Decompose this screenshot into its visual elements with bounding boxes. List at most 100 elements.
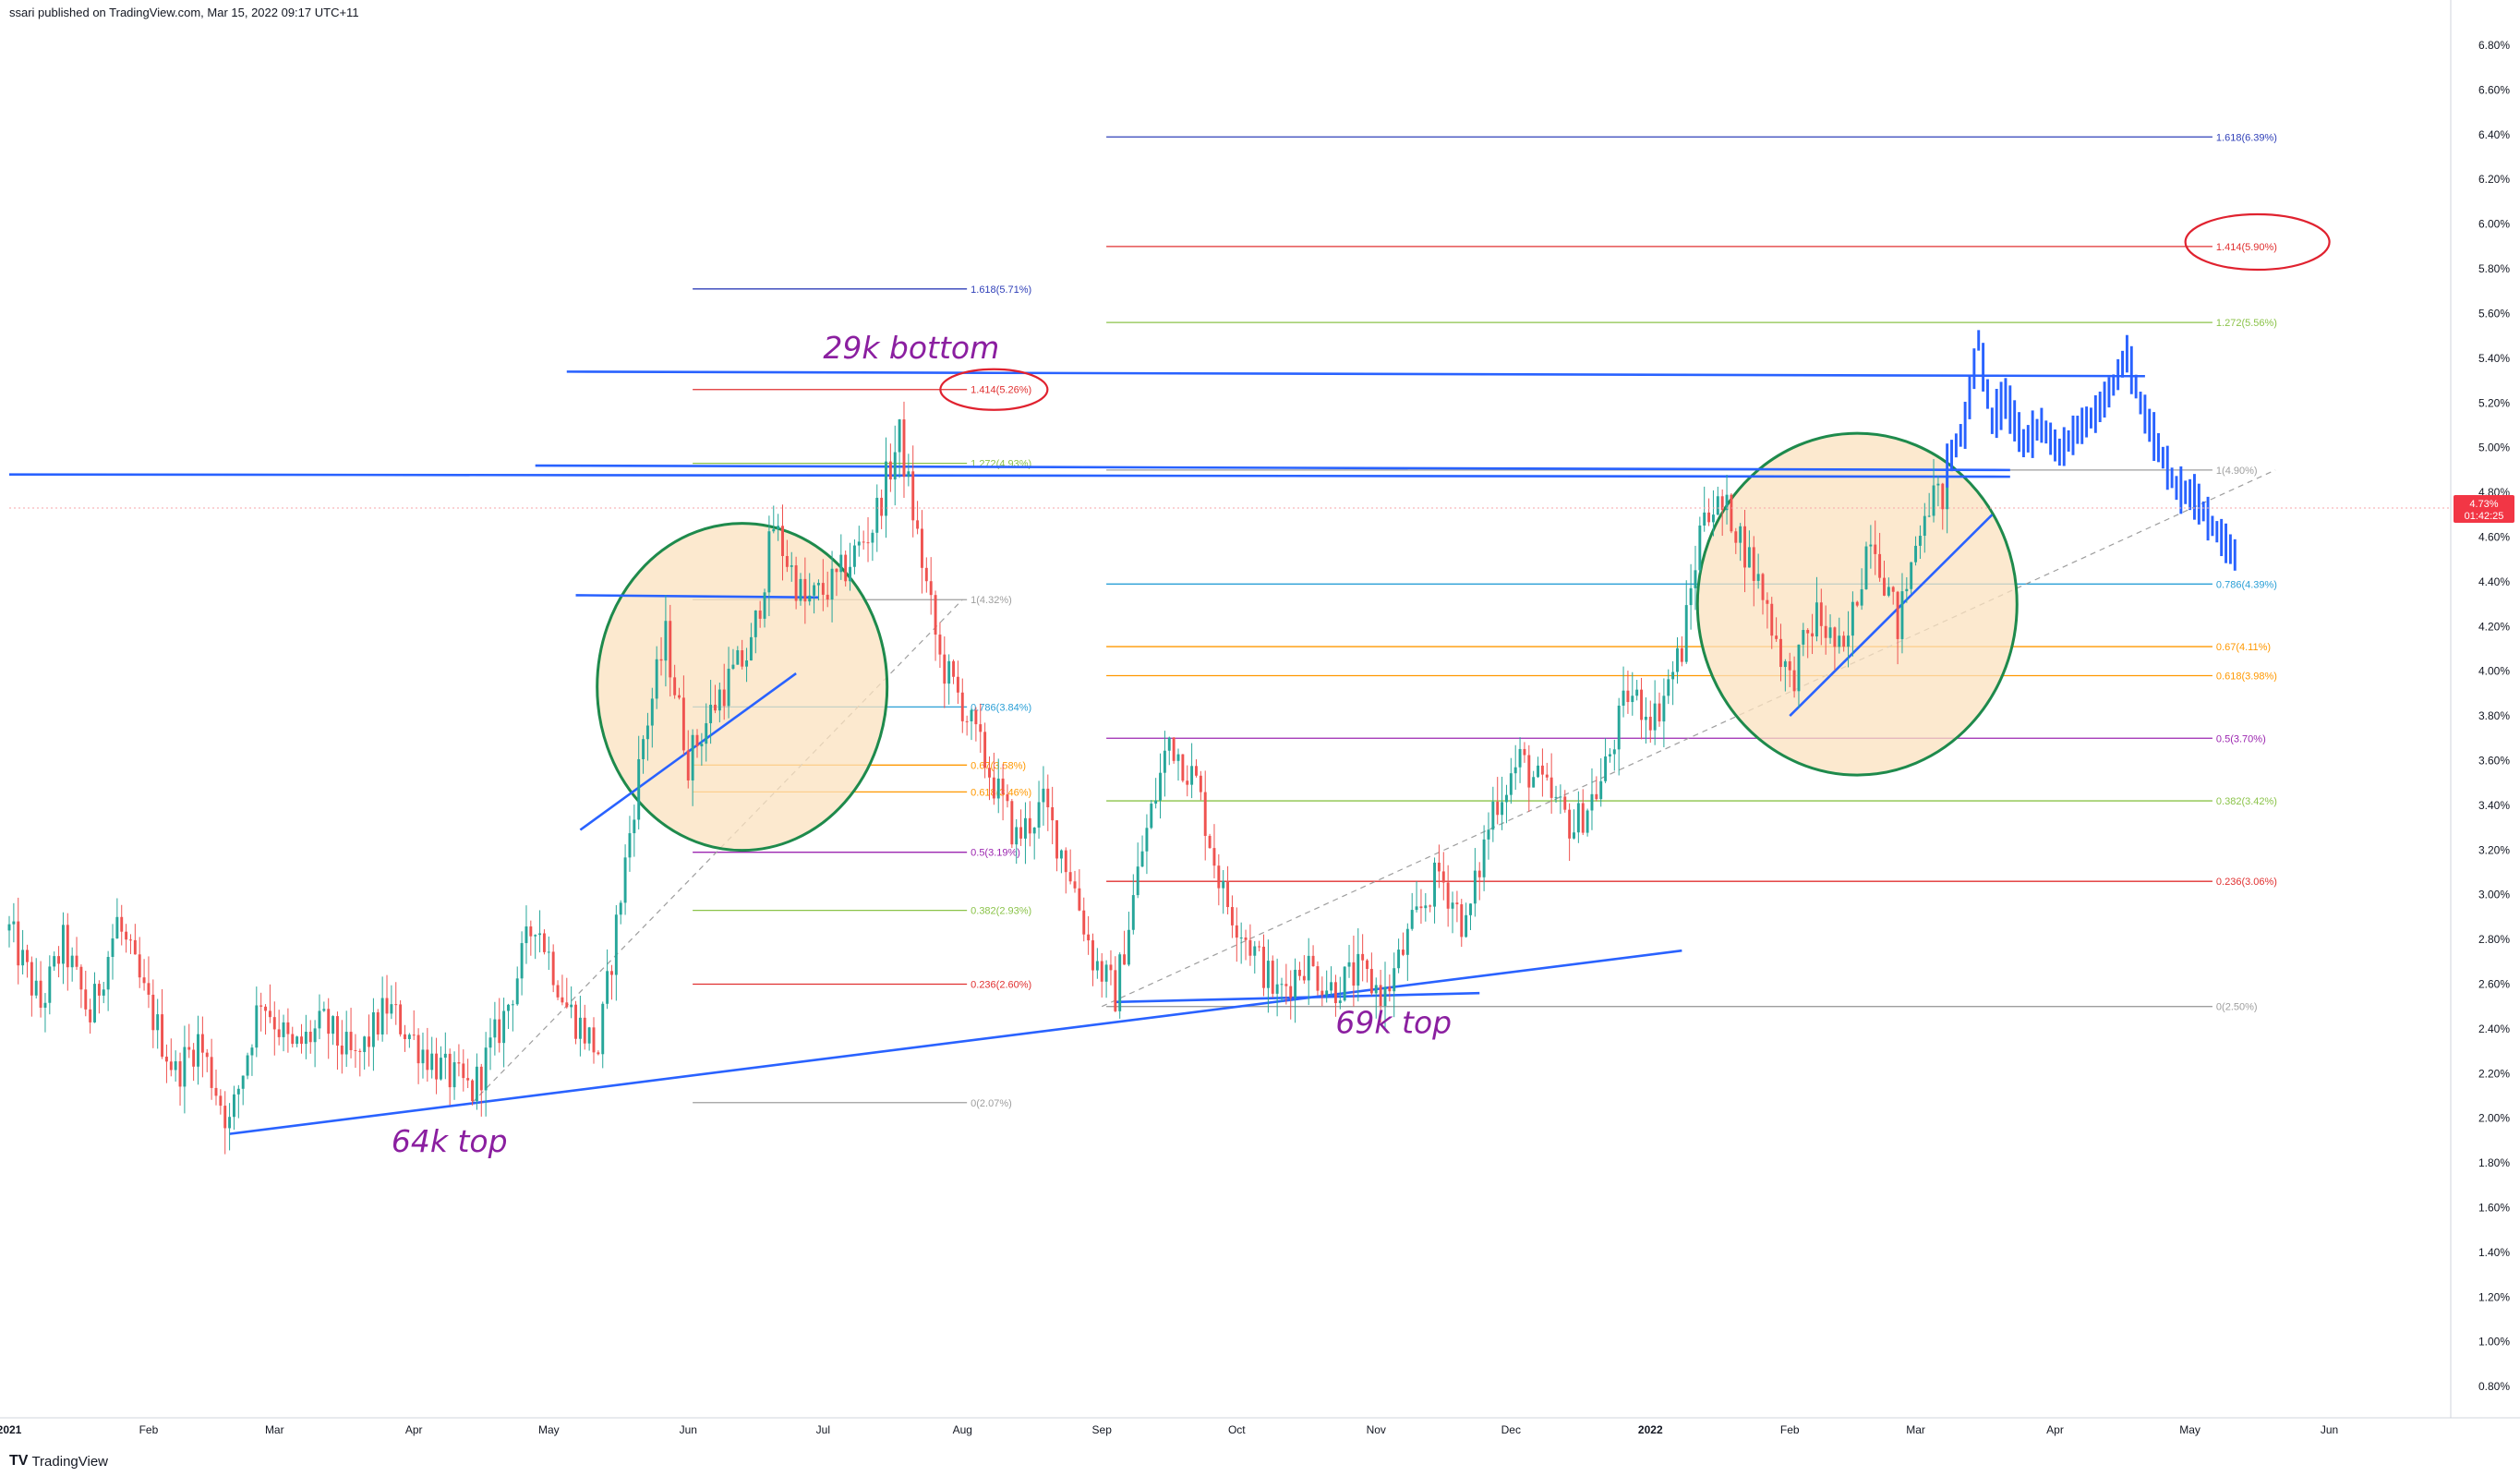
candle-body (1720, 496, 1724, 511)
candle-body (678, 695, 681, 698)
candle-body (1235, 925, 1238, 938)
candle-body (880, 497, 884, 516)
candle-body (498, 1019, 501, 1044)
support-trendline-long (229, 949, 1682, 1135)
candle-body (66, 925, 69, 968)
candle-body (1393, 968, 1396, 992)
candle-body (664, 621, 668, 661)
candle-body (1333, 982, 1337, 1004)
fib-level-label: 0(2.50%) (2216, 1002, 2258, 1013)
candle-body (286, 1022, 290, 1034)
projection-bar (1999, 381, 2003, 430)
candle-body (183, 1047, 187, 1087)
fib-level-label: 0.5(3.70%) (2216, 733, 2266, 744)
candle-body (1320, 990, 1324, 996)
candle-body (484, 1047, 488, 1091)
candle-body (561, 997, 564, 1003)
candle-body (794, 565, 798, 601)
candle-body (1684, 605, 1688, 662)
y-tick-label: 4.40% (2478, 575, 2510, 588)
candle-body (722, 689, 726, 707)
candle-body (1779, 638, 1782, 668)
candle-body (885, 461, 887, 516)
y-tick-label: 4.60% (2478, 530, 2510, 543)
annotation-text: 29k bottom (823, 330, 999, 366)
candle-body (1145, 828, 1149, 852)
candle-body (1316, 966, 1320, 991)
candle-body (1811, 633, 1815, 637)
candle-body (462, 1063, 465, 1079)
candle-body (1648, 717, 1652, 731)
tradingview-logo-icon: TV (9, 1453, 29, 1469)
candle-body (813, 585, 816, 596)
candle-body (443, 1053, 447, 1059)
projection-bar (2021, 429, 2025, 458)
candle-body (1037, 802, 1041, 829)
candle-body (1878, 553, 1882, 578)
candle-body (979, 724, 983, 732)
candle-body (1883, 577, 1886, 596)
y-tick-label: 3.00% (2478, 889, 2510, 901)
candle-body (43, 1002, 47, 1008)
candle-body (1424, 905, 1428, 909)
resistance-line-top (566, 370, 2145, 378)
candle-body (1914, 545, 1918, 563)
tradingview-footer[interactable]: TV TradingView (9, 1453, 108, 1470)
candle-body (1280, 984, 1284, 986)
candle-body (272, 1017, 276, 1030)
candle-body (1415, 906, 1418, 911)
candle-body (1815, 602, 1818, 637)
candle-body (907, 471, 910, 478)
candle-body (1689, 587, 1693, 606)
projection-bar (2054, 429, 2056, 462)
candle-body (1797, 644, 1801, 692)
candle-body (1366, 960, 1369, 969)
fib-level-label: 1.414(5.26%) (971, 385, 1031, 396)
candle-body (1451, 902, 1454, 909)
candle-body (1617, 705, 1621, 750)
fib-level-label: 1.272(5.56%) (2216, 318, 2277, 329)
candle-body (295, 1036, 299, 1045)
candle-body (857, 541, 861, 546)
candle-body (1082, 910, 1086, 935)
projection-bar (2018, 412, 2021, 453)
resistance-line-mid (535, 464, 2010, 472)
x-tick-label: Apr (405, 1423, 423, 1436)
candle-body (1766, 599, 1769, 604)
fib-level-label: 1.618(5.71%) (971, 284, 1031, 296)
candle-body (416, 1034, 420, 1064)
projection-bar (2121, 350, 2125, 378)
candle-body (1195, 766, 1198, 776)
candle-body (520, 943, 524, 979)
candle-body (741, 650, 744, 667)
candle-body (1150, 804, 1153, 829)
candle-body (1887, 587, 1890, 596)
candle-body (705, 723, 708, 744)
candle-body (1946, 475, 1949, 510)
candle-body (645, 725, 649, 740)
candle-body (1059, 850, 1063, 859)
candle-body (938, 635, 942, 655)
candle-body (1369, 968, 1373, 994)
candle-body (250, 1047, 254, 1056)
projection-bar (2215, 521, 2219, 543)
candle-body (228, 1117, 232, 1129)
projection-bar (2152, 412, 2156, 461)
candle-body (1545, 774, 1549, 778)
candle-body (332, 1016, 335, 1034)
candle-body (1599, 780, 1603, 800)
candle-body (129, 939, 132, 941)
candle-body (681, 697, 685, 751)
y-tick-label: 1.00% (2478, 1336, 2510, 1349)
projection-bar (2228, 534, 2232, 564)
y-tick-label: 4.20% (2478, 620, 2510, 633)
candle-body (1864, 546, 1868, 589)
candle-body (556, 985, 560, 998)
projection-bar (2076, 416, 2080, 444)
candle-body (924, 567, 928, 582)
candle-body (1073, 881, 1077, 889)
candle-body (12, 921, 16, 925)
candle-body (902, 419, 906, 478)
candle-body (1217, 865, 1221, 889)
